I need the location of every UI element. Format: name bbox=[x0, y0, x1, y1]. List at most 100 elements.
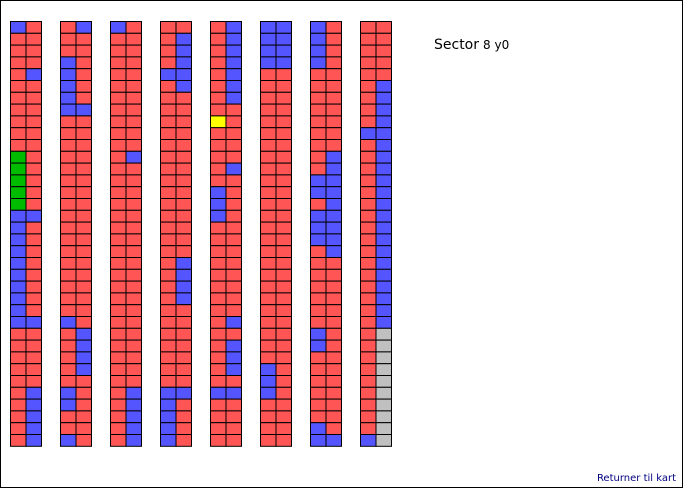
seat-cell[interactable] bbox=[360, 257, 377, 270]
seat-cell[interactable] bbox=[175, 115, 192, 129]
seat-cell[interactable] bbox=[360, 103, 377, 117]
seat-cell[interactable] bbox=[10, 280, 27, 294]
seat-cell[interactable] bbox=[325, 351, 342, 365]
seat-cell[interactable] bbox=[110, 410, 127, 424]
seat-cell[interactable] bbox=[325, 103, 342, 117]
seat-cell[interactable] bbox=[260, 245, 277, 258]
seat-cell[interactable] bbox=[175, 351, 192, 365]
seat-cell[interactable] bbox=[225, 139, 242, 152]
seat-cell[interactable] bbox=[375, 186, 392, 199]
seat-cell[interactable] bbox=[10, 115, 27, 129]
seat-cell[interactable] bbox=[110, 127, 127, 140]
seat-cell[interactable] bbox=[225, 21, 242, 34]
seat-cell[interactable] bbox=[210, 103, 227, 117]
seat-cell[interactable] bbox=[260, 233, 277, 247]
seat-cell[interactable] bbox=[25, 257, 42, 270]
seat-cell[interactable] bbox=[75, 127, 92, 140]
seat-cell[interactable] bbox=[160, 21, 177, 34]
seat-cell[interactable] bbox=[175, 21, 192, 34]
seat-cell[interactable] bbox=[175, 386, 192, 400]
seat-cell[interactable] bbox=[260, 422, 277, 436]
seat-cell[interactable] bbox=[125, 103, 142, 117]
seat-cell[interactable] bbox=[275, 186, 292, 199]
seat-cell[interactable] bbox=[225, 351, 242, 365]
seat-cell[interactable] bbox=[325, 339, 342, 353]
seat-cell[interactable] bbox=[310, 304, 327, 318]
seat-cell[interactable] bbox=[225, 316, 242, 329]
seat-cell[interactable] bbox=[360, 351, 377, 365]
seat-cell[interactable] bbox=[375, 32, 392, 46]
seat-cell[interactable] bbox=[160, 162, 177, 176]
seat-cell[interactable] bbox=[10, 422, 27, 436]
seat-cell[interactable] bbox=[10, 363, 27, 377]
seat-cell[interactable] bbox=[75, 80, 92, 93]
seat-cell[interactable] bbox=[25, 68, 42, 81]
seat-cell[interactable] bbox=[225, 174, 242, 188]
seat-cell[interactable] bbox=[175, 174, 192, 188]
seat-cell[interactable] bbox=[175, 304, 192, 318]
seat-cell[interactable] bbox=[225, 221, 242, 235]
seat-cell[interactable] bbox=[210, 56, 227, 70]
seat-cell[interactable] bbox=[225, 327, 242, 341]
seat-cell[interactable] bbox=[360, 150, 377, 164]
seat-cell[interactable] bbox=[325, 316, 342, 329]
seat-cell[interactable] bbox=[225, 245, 242, 258]
seat-cell[interactable] bbox=[360, 316, 377, 329]
seat-cell[interactable] bbox=[225, 103, 242, 117]
seat-cell[interactable] bbox=[375, 304, 392, 318]
seat-cell[interactable] bbox=[210, 351, 227, 365]
seat-cell[interactable] bbox=[110, 174, 127, 188]
seat-cell[interactable] bbox=[210, 32, 227, 46]
seat-cell[interactable] bbox=[310, 422, 327, 436]
seat-cell[interactable] bbox=[60, 44, 77, 58]
seat-cell[interactable] bbox=[125, 375, 142, 388]
seat-cell[interactable] bbox=[25, 233, 42, 247]
seat-cell[interactable] bbox=[275, 410, 292, 424]
seat-cell[interactable] bbox=[360, 21, 377, 34]
seat-cell[interactable] bbox=[375, 410, 392, 424]
seat-cell[interactable] bbox=[260, 268, 277, 282]
seat-cell[interactable] bbox=[25, 327, 42, 341]
seat-cell[interactable] bbox=[25, 91, 42, 105]
seat-cell[interactable] bbox=[375, 103, 392, 117]
seat-cell[interactable] bbox=[275, 386, 292, 400]
seat-cell[interactable] bbox=[210, 198, 227, 211]
seat-cell[interactable] bbox=[375, 91, 392, 105]
seat-cell[interactable] bbox=[310, 80, 327, 93]
seat-cell[interactable] bbox=[325, 304, 342, 318]
seat-cell[interactable] bbox=[275, 68, 292, 81]
seat-cell[interactable] bbox=[10, 245, 27, 258]
seat-cell[interactable] bbox=[375, 280, 392, 294]
seat-cell[interactable] bbox=[125, 91, 142, 105]
seat-cell[interactable] bbox=[110, 103, 127, 117]
seat-cell[interactable] bbox=[360, 91, 377, 105]
seat-cell[interactable] bbox=[175, 434, 192, 447]
seat-cell[interactable] bbox=[110, 68, 127, 81]
seat-cell[interactable] bbox=[310, 257, 327, 270]
seat-cell[interactable] bbox=[260, 351, 277, 365]
seat-cell[interactable] bbox=[375, 398, 392, 412]
seat-cell[interactable] bbox=[10, 434, 27, 447]
seat-cell[interactable] bbox=[310, 327, 327, 341]
seat-cell[interactable] bbox=[75, 21, 92, 34]
seat-cell[interactable] bbox=[25, 198, 42, 211]
seat-cell[interactable] bbox=[60, 292, 77, 306]
seat-cell[interactable] bbox=[25, 127, 42, 140]
seat-cell[interactable] bbox=[125, 80, 142, 93]
seat-cell[interactable] bbox=[25, 186, 42, 199]
seat-cell[interactable] bbox=[310, 115, 327, 129]
seat-cell[interactable] bbox=[275, 139, 292, 152]
seat-cell[interactable] bbox=[25, 363, 42, 377]
seat-cell[interactable] bbox=[60, 398, 77, 412]
seat-cell[interactable] bbox=[325, 233, 342, 247]
seat-cell[interactable] bbox=[375, 422, 392, 436]
seat-cell[interactable] bbox=[310, 209, 327, 223]
seat-cell[interactable] bbox=[360, 245, 377, 258]
seat-cell[interactable] bbox=[225, 422, 242, 436]
seat-cell[interactable] bbox=[25, 139, 42, 152]
seat-cell[interactable] bbox=[325, 115, 342, 129]
seat-cell[interactable] bbox=[60, 316, 77, 329]
seat-cell[interactable] bbox=[325, 44, 342, 58]
seat-cell[interactable] bbox=[110, 280, 127, 294]
seat-cell[interactable] bbox=[160, 91, 177, 105]
